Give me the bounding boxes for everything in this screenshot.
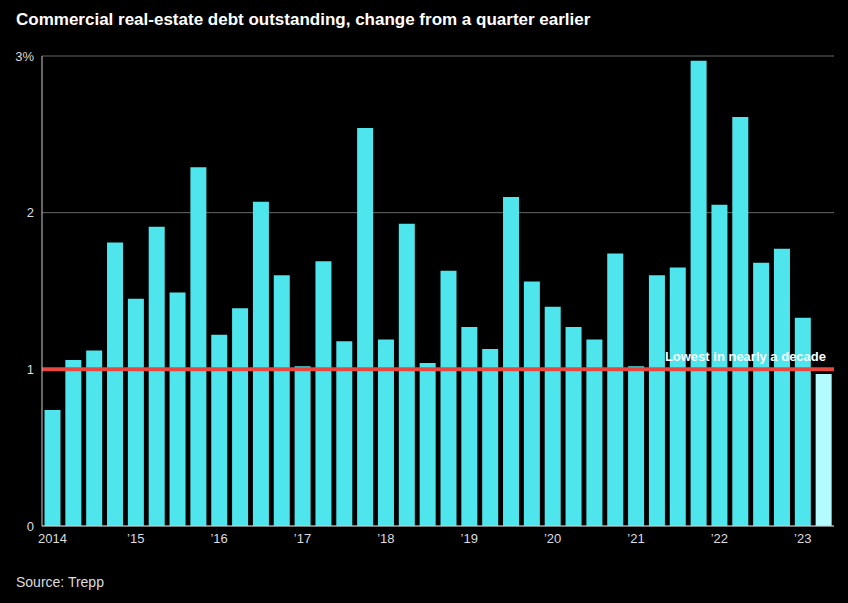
html-text:Commercial real-estate debt ou: Commercial real-estate debt outstanding,… xyxy=(16,10,591,29)
svg-text:3%: 3% xyxy=(15,49,34,64)
svg-text:0: 0 xyxy=(27,519,34,534)
svg-text:’18: ’18 xyxy=(377,531,394,546)
svg-text:’15: ’15 xyxy=(127,531,144,546)
svg-text:’16: ’16 xyxy=(210,531,227,546)
html-text:Source: Trepp: Source: Trepp xyxy=(16,574,104,590)
svg-text:Lowest in nearly a decade: Lowest in nearly a decade xyxy=(665,349,826,364)
svg-text:’20: ’20 xyxy=(544,531,561,546)
svg-text:’21: ’21 xyxy=(627,531,644,546)
svg-text:’23: ’23 xyxy=(794,531,811,546)
svg-text:1: 1 xyxy=(27,362,34,377)
svg-text:’17: ’17 xyxy=(294,531,311,546)
svg-text:’19: ’19 xyxy=(461,531,478,546)
svg-text:2: 2 xyxy=(27,205,34,220)
svg-text:’22: ’22 xyxy=(711,531,728,546)
svg-text:2014: 2014 xyxy=(38,531,67,546)
